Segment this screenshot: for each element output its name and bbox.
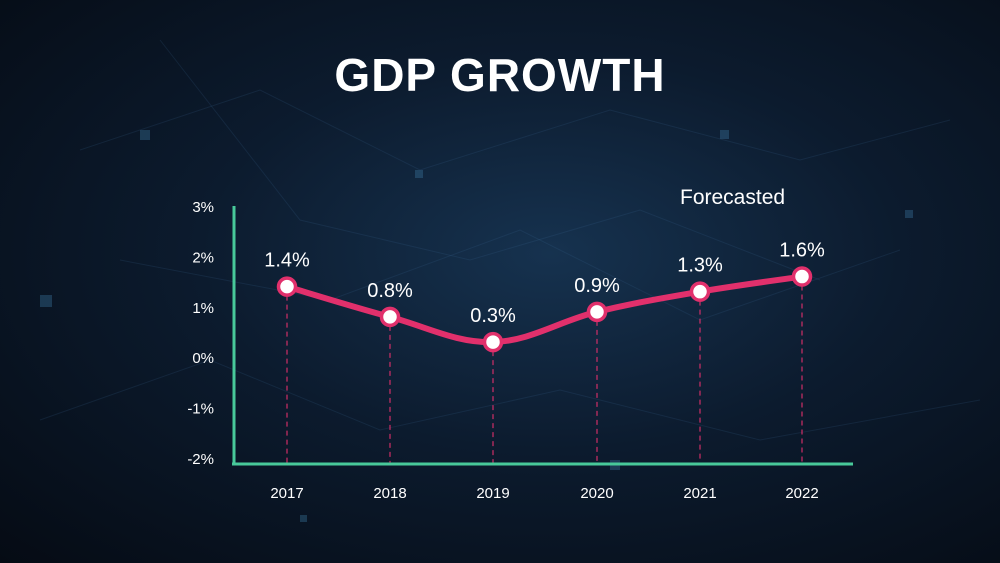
data-point <box>791 266 813 287</box>
data-point <box>379 306 401 328</box>
x-category-label: 2018 <box>373 485 406 502</box>
data-label: 0.9% <box>574 275 620 297</box>
data-point <box>689 281 711 302</box>
chart-title: GDP GROWTH <box>334 49 666 101</box>
forecasted-annotation: Forecasted <box>680 186 786 209</box>
gdp-growth-line <box>284 273 805 346</box>
data-point <box>482 331 504 353</box>
y-tick-labels: 3% 2% 1% 0% -1% -2% <box>187 199 214 468</box>
x-category-label: 2019 <box>476 485 509 502</box>
data-labels: 1.4% 0.8% 0.3% 0.9% 1.3% 1.6% <box>264 240 825 328</box>
y-tick-label: 0% <box>192 350 214 367</box>
data-points <box>276 266 813 353</box>
data-label: 1.3% <box>677 255 723 277</box>
x-category-labels: 2017 2018 2019 2020 2021 2022 <box>270 485 818 502</box>
data-point <box>586 301 608 323</box>
y-tick-label: 1% <box>192 300 214 317</box>
data-label: 1.4% <box>264 250 310 272</box>
data-point <box>276 276 298 297</box>
x-category-label: 2020 <box>580 485 613 502</box>
y-tick-label: 3% <box>192 199 214 216</box>
data-label: 0.8% <box>367 280 413 302</box>
x-category-label: 2021 <box>683 485 716 502</box>
data-label: 1.6% <box>779 240 825 262</box>
x-category-label: 2017 <box>270 485 303 502</box>
guide-lines <box>286 276 803 464</box>
y-tick-label: 2% <box>192 249 214 266</box>
y-tick-label: -1% <box>187 401 214 418</box>
x-category-label: 2022 <box>785 485 818 502</box>
data-label: 0.3% <box>470 305 516 327</box>
chart-axes <box>232 206 853 466</box>
y-tick-label: -2% <box>187 451 214 468</box>
